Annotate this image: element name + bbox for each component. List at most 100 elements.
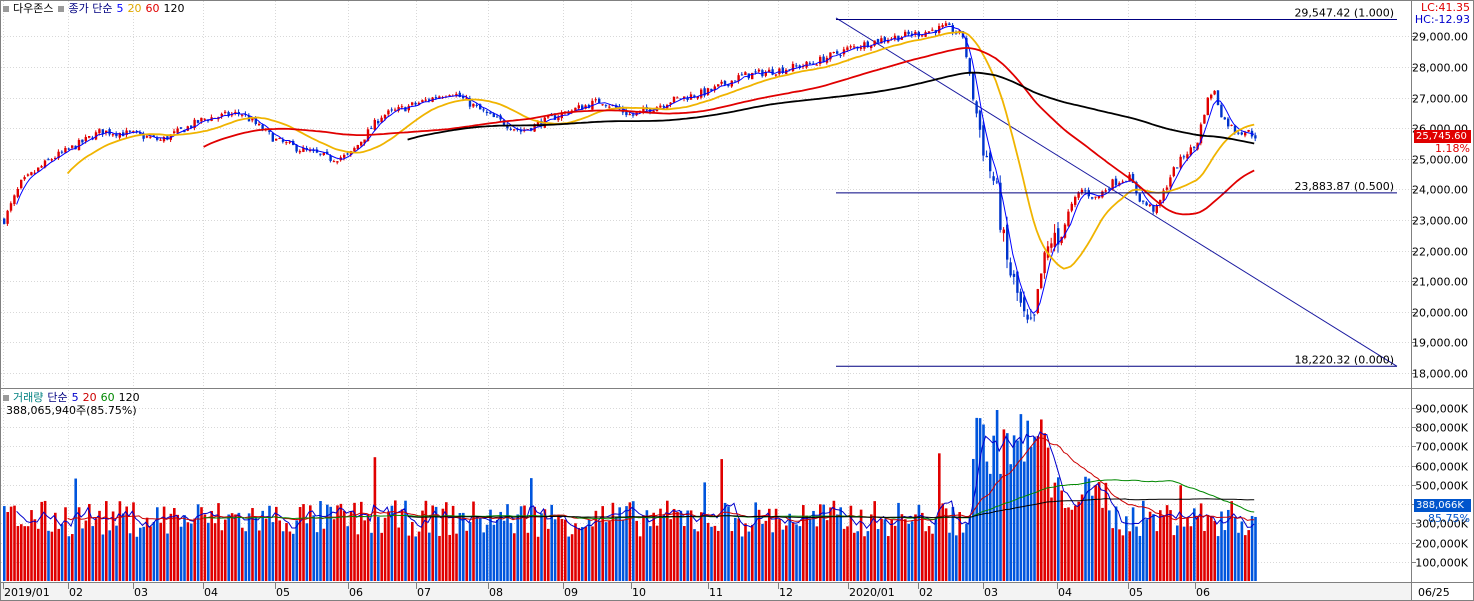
candle-body <box>268 130 271 133</box>
candle-body <box>686 97 689 100</box>
candle-body <box>343 154 346 158</box>
volume-bar <box>604 522 608 581</box>
candle-body <box>836 51 839 54</box>
volume-title: 거래량 <box>13 391 44 404</box>
candle-body <box>455 93 458 96</box>
x-tick-label: 05 <box>276 586 290 599</box>
candle-body <box>193 119 196 129</box>
candle-body <box>873 40 876 46</box>
volume-bar <box>941 503 944 581</box>
candle-body <box>346 153 349 155</box>
candle-body <box>839 55 842 57</box>
candle-body <box>196 120 200 123</box>
volume-bar <box>1182 526 1186 581</box>
volume-bar <box>591 526 594 581</box>
panel-handle-icon[interactable] <box>3 5 9 12</box>
candle-body <box>727 84 730 87</box>
volume-bar <box>608 521 611 581</box>
volume-bar <box>101 534 105 581</box>
candle-body <box>1182 156 1186 158</box>
candle-body <box>740 74 744 76</box>
x-tick-label: 04 <box>204 586 218 599</box>
volume-bar <box>489 509 492 581</box>
volume-bar <box>1074 505 1077 581</box>
candle-body <box>713 86 716 91</box>
volume-bar <box>472 501 475 581</box>
volume-bar <box>1155 531 1159 581</box>
candle-body <box>941 25 944 27</box>
candle-body <box>795 65 798 67</box>
volume-bar <box>904 519 907 581</box>
volume-bar <box>360 501 363 581</box>
volume-bar <box>788 513 791 581</box>
x-tick-label: 08 <box>489 586 503 599</box>
volume-bar <box>166 533 169 581</box>
candle-body <box>26 174 30 176</box>
volume-bar <box>20 524 23 581</box>
volume-bar <box>740 536 744 581</box>
volume-bar <box>897 502 900 581</box>
volume-bar <box>71 534 74 581</box>
volume-bar <box>88 503 91 581</box>
volume-bar <box>849 505 853 581</box>
candle-body <box>900 37 903 40</box>
candle-body <box>465 97 468 99</box>
candle-body <box>1074 197 1077 205</box>
candle-body <box>999 182 1002 230</box>
volume-bar <box>822 504 825 581</box>
volume-bar <box>196 504 200 581</box>
candle-body <box>1012 273 1016 277</box>
volume-bar <box>1193 508 1196 581</box>
candle-body <box>278 138 281 140</box>
volume-bar <box>778 519 781 581</box>
volume-bar <box>431 505 434 581</box>
candle-body <box>281 139 285 142</box>
candle-body <box>81 139 84 143</box>
volume-bar <box>645 510 649 581</box>
candle-body <box>1155 205 1158 213</box>
candle-body <box>972 73 975 100</box>
volume-bar <box>717 530 720 581</box>
volume-bar <box>880 518 883 581</box>
volume-bar <box>781 529 785 581</box>
candle-body <box>1002 229 1005 234</box>
volume-bar <box>672 508 676 581</box>
candle-body <box>757 69 761 72</box>
candle-body <box>438 96 441 99</box>
x-tick-label: 2019/01 <box>4 586 50 599</box>
volume-bar <box>278 520 281 581</box>
volume-bar <box>829 507 832 581</box>
volume-bar <box>268 505 271 581</box>
volume-bar <box>499 511 502 581</box>
candle-body <box>547 115 550 118</box>
candle-body <box>234 111 237 113</box>
volume-bar <box>557 514 560 581</box>
y-tick-label: 20,000.00 <box>1412 307 1468 320</box>
volume-bar <box>462 512 465 581</box>
candle-body <box>1165 187 1169 190</box>
candle-body <box>77 139 81 151</box>
candle-body <box>1196 142 1199 150</box>
volume-bar <box>23 526 26 581</box>
volume-bar <box>506 504 509 581</box>
candle-body <box>1067 211 1070 226</box>
candle-body <box>1033 314 1036 316</box>
candle-body <box>1176 167 1179 169</box>
panel-handle-icon[interactable] <box>58 5 65 12</box>
volume-bar <box>43 500 47 581</box>
volume-bar <box>516 514 519 581</box>
volume-bar <box>1213 521 1216 581</box>
panel-handle-icon[interactable] <box>3 394 9 401</box>
volume-bar <box>560 518 564 581</box>
x-tick-label: 07 <box>417 586 431 599</box>
volume-bar <box>247 513 251 581</box>
x-tick-label: 2020/01 <box>849 586 895 599</box>
candle-body <box>1101 191 1104 198</box>
volume-bar <box>965 523 968 581</box>
volume-bar <box>33 519 37 581</box>
volume-bar <box>186 522 190 581</box>
candle-body <box>1162 190 1165 201</box>
volume-bar <box>703 482 706 581</box>
candle-body <box>751 72 754 80</box>
